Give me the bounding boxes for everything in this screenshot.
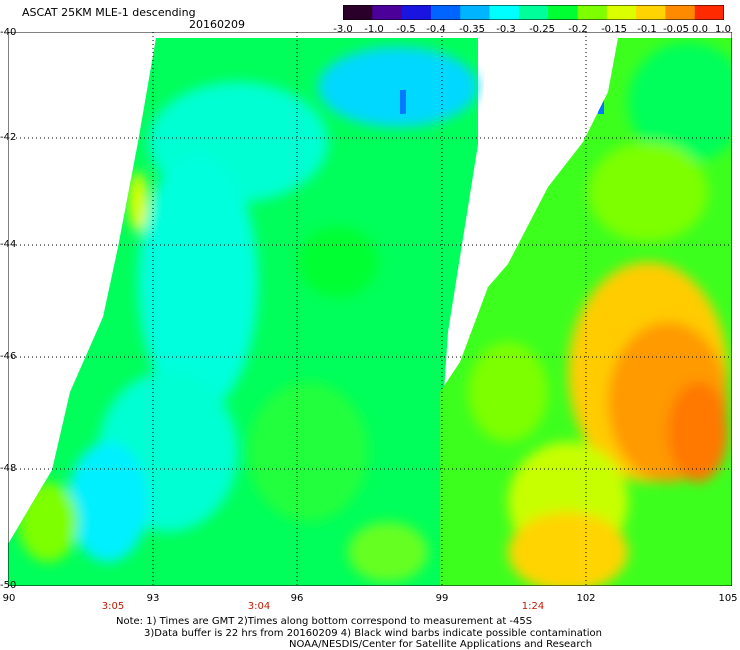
colorbar-segment <box>606 5 637 20</box>
lon-label: 93 <box>146 593 160 604</box>
colorbar-segment <box>518 5 549 20</box>
graticule <box>8 32 732 586</box>
colorbar-segment <box>577 5 608 20</box>
note-line-1: Note: 1) Times are GMT 2)Times along bot… <box>116 616 533 627</box>
lat-label: -44 <box>0 239 17 250</box>
colorbar-label: -0.2 <box>568 24 588 35</box>
lat-label: -48 <box>0 463 17 474</box>
colorbar-label: -0.4 <box>426 24 446 35</box>
colorbar-label: 1.0 <box>715 24 731 35</box>
colorbar-segment <box>401 5 432 20</box>
note-line-2: 3)Data buffer is 22 hrs from 20160209 4)… <box>144 628 602 639</box>
lon-label: 96 <box>290 593 304 604</box>
satellite-swath-map <box>8 32 732 586</box>
left-swath <box>8 38 478 586</box>
pass-time-label: 1:24 <box>521 601 545 612</box>
map-date: 20160209 <box>189 18 245 31</box>
lon-label: 99 <box>435 593 449 604</box>
lon-label: 102 <box>576 593 596 604</box>
lat-label: -40 <box>0 27 17 38</box>
colorbar-labels: -3.0 -1.0 -0.5 -0.4 -0.35 -0.3 -0.25 -0.… <box>330 24 731 36</box>
colorbar <box>343 5 724 20</box>
note-line-3: NOAA/NESDIS/Center for Satellite Applica… <box>289 639 593 650</box>
colorbar-segment <box>372 5 403 20</box>
colorbar-label: 0.0 <box>692 24 708 35</box>
colorbar-label: -0.35 <box>459 24 485 35</box>
colorbar-label: -3.0 <box>333 24 353 35</box>
colorbar-segment <box>665 5 696 20</box>
lat-label: -50 <box>0 580 17 591</box>
colorbar-segment <box>636 5 666 20</box>
colorbar-label: -0.25 <box>529 24 555 35</box>
colorbar-label: -0.3 <box>496 24 516 35</box>
colorbar-segment <box>694 5 724 20</box>
pass-time-label: 3:05 <box>101 601 125 612</box>
colorbar-label: -0.1 <box>637 24 657 35</box>
pass-time-label: 3:04 <box>247 601 271 612</box>
colorbar-segment <box>548 5 579 20</box>
colorbar-segment <box>430 5 461 20</box>
colorbar-label: -1.0 <box>364 24 384 35</box>
colorbar-segment <box>460 5 491 20</box>
lat-label: -46 <box>0 351 17 362</box>
colorbar-label: -0.5 <box>396 24 416 35</box>
colorbar-label: -0.15 <box>601 24 627 35</box>
map-title: ASCAT 25KM MLE-1 descending <box>22 6 196 19</box>
colorbar-segment <box>343 5 373 20</box>
colorbar-label: -0.05 <box>663 24 689 35</box>
colorbar-segment <box>489 5 520 20</box>
lat-label: -42 <box>0 132 17 143</box>
lon-label: 90 <box>2 593 16 604</box>
lon-label: 105 <box>718 593 738 604</box>
